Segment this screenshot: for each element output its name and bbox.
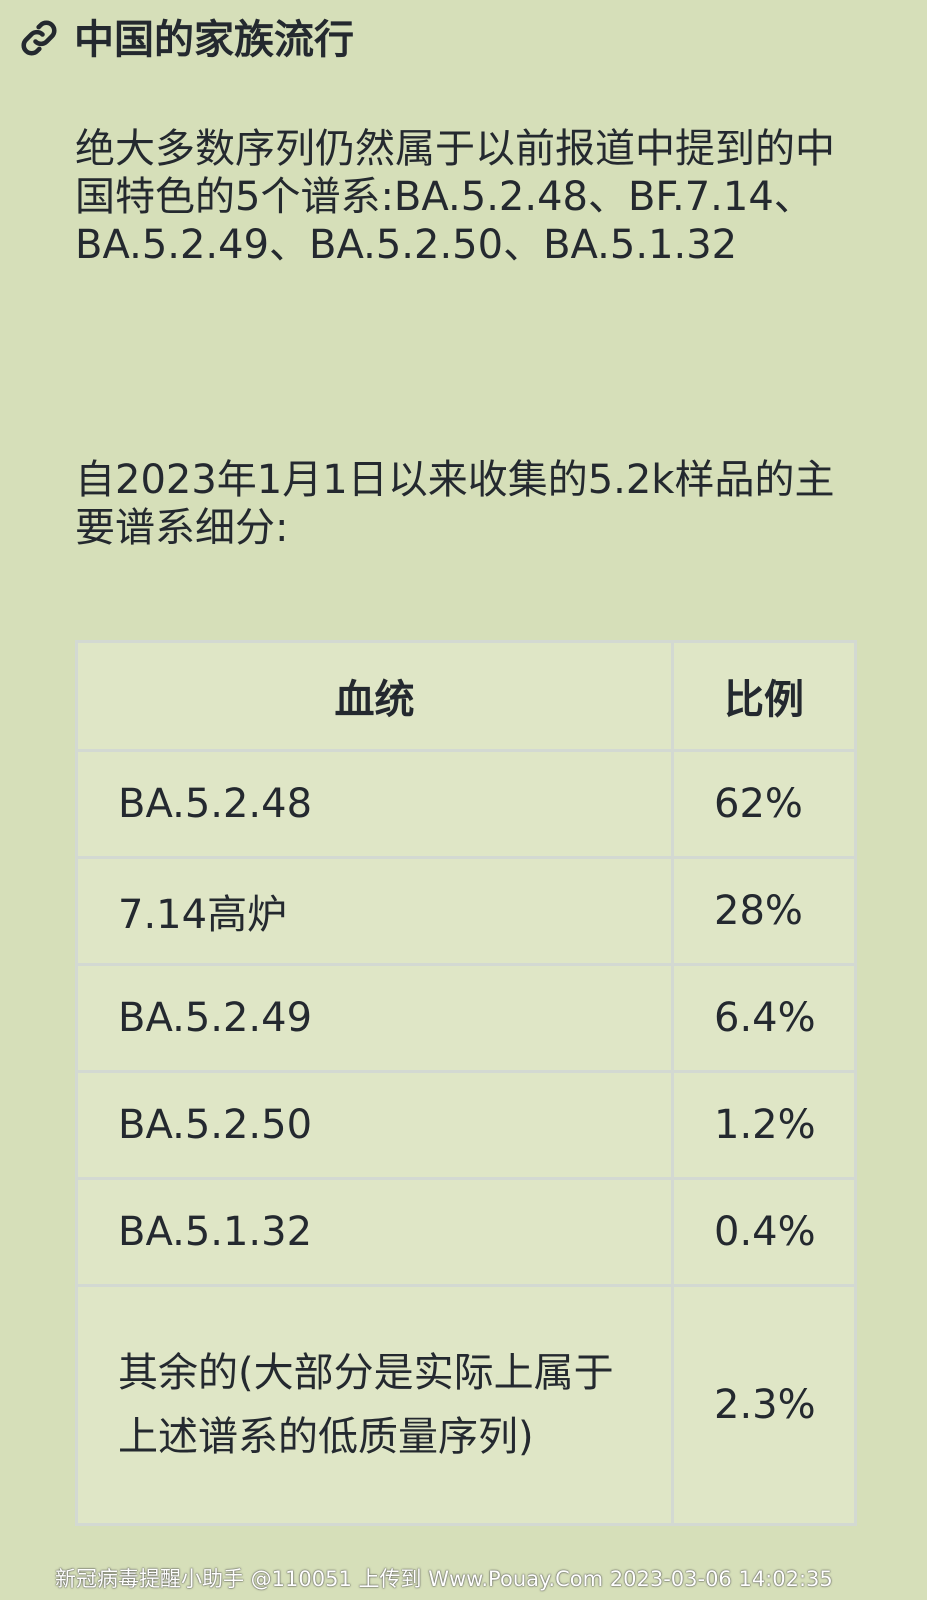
- proportion-cell: 2.3%: [671, 1284, 857, 1526]
- paragraph-breakdown: 自2023年1月1日以来收集的5.2k样品的主要谱系细分:: [75, 457, 835, 551]
- section-heading: 中国的家族流行: [18, 10, 354, 70]
- paragraph-lineages: 绝大多数序列仍然属于以前报道中提到的中国特色的5个谱系:BA.5.2.48、BF…: [75, 126, 835, 268]
- section-title: 中国的家族流行: [74, 17, 354, 63]
- table-row: BA.5.2.50 1.2%: [75, 1070, 857, 1180]
- lineage-cell: BA.5.2.50: [75, 1070, 674, 1180]
- lineage-cell: 其余的(大部分是实际上属于上述谱系的低质量序列): [75, 1284, 674, 1526]
- table-row: 7.14高炉 28%: [75, 856, 857, 966]
- table-header-row: 血统 比例: [75, 640, 857, 752]
- proportion-cell: 6.4%: [671, 963, 857, 1073]
- lineage-cell: 7.14高炉: [75, 856, 674, 966]
- lineage-cell: BA.5.2.49: [75, 963, 674, 1073]
- header-lineage: 血统: [75, 640, 674, 752]
- proportion-cell: 1.2%: [671, 1070, 857, 1180]
- table-row: BA.5.2.49 6.4%: [75, 963, 857, 1073]
- proportion-cell: 28%: [671, 856, 857, 966]
- table-row: BA.5.2.48 62%: [75, 749, 857, 859]
- link-icon[interactable]: [18, 17, 60, 63]
- lineage-cell: BA.5.2.48: [75, 749, 674, 859]
- proportion-cell: 0.4%: [671, 1177, 857, 1287]
- proportion-cell: 62%: [671, 749, 857, 859]
- watermark: 新冠病毒提醒小助手 @110051 上传到 Www.Pouay.Com 2023…: [55, 1567, 833, 1591]
- lineage-cell: BA.5.1.32: [75, 1177, 674, 1287]
- header-proportion: 比例: [671, 640, 857, 752]
- lineage-table: 血统 比例 BA.5.2.48 62% 7.14高炉 28% BA.5.2.49 6.…: [75, 640, 857, 1526]
- table-row: BA.5.1.32 0.4%: [75, 1177, 857, 1287]
- table-row: 其余的(大部分是实际上属于上述谱系的低质量序列) 2.3%: [75, 1284, 857, 1526]
